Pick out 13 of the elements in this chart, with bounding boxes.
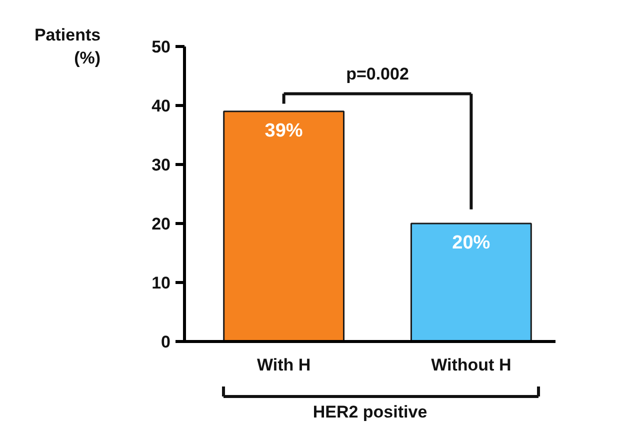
y-axis-title: Patients (%): [34, 26, 101, 68]
y-tick-label: 10: [152, 274, 171, 292]
y-tick-label: 30: [152, 156, 171, 174]
x-tick-label: With H: [256, 356, 311, 374]
data-label: 39%: [264, 120, 303, 142]
x-tick-label: Without H: [431, 356, 512, 374]
y-tick-label: 40: [152, 96, 171, 116]
x-axis-title: HER2 positive: [312, 402, 428, 422]
annotation: p=0.002: [346, 64, 409, 84]
y-tick-label: 0: [161, 332, 171, 352]
y-tick-label: 20: [152, 214, 171, 234]
data-label: 20%: [452, 232, 490, 254]
y-tick-label: 50: [152, 38, 171, 56]
